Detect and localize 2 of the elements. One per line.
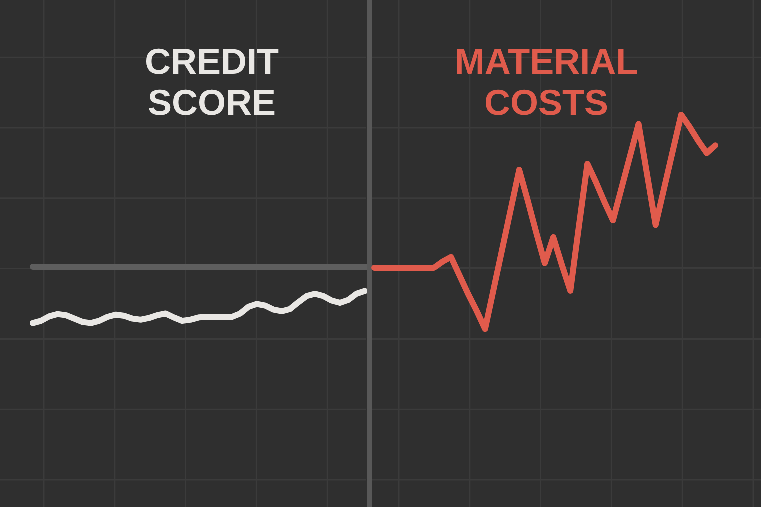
chart-title: CREDIT SCORE <box>145 41 280 123</box>
chart-title: MATERIAL COSTS <box>454 41 638 123</box>
